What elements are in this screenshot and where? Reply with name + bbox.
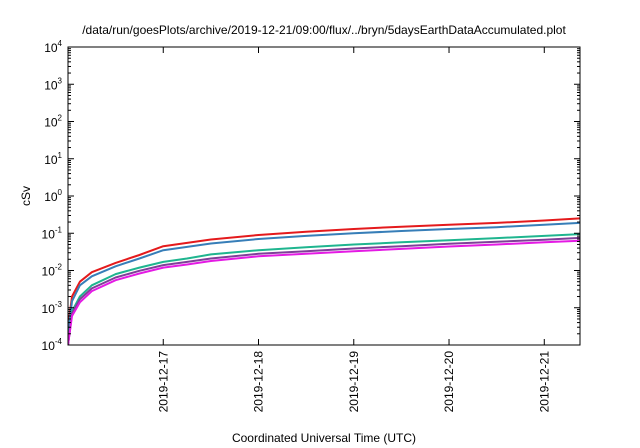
y-tick-exponent: 3 xyxy=(58,76,63,85)
series-line-2 xyxy=(68,221,580,334)
y-tick-exponent: 2 xyxy=(58,114,63,123)
y-tick-base: 10 xyxy=(44,41,58,55)
y-tick-exponent: -3 xyxy=(55,300,63,309)
y-tick-base: 10 xyxy=(42,302,56,316)
y-tick-label: 100 xyxy=(44,188,62,204)
y-tick-label: 10-1 xyxy=(42,225,63,241)
plot-frame xyxy=(67,46,581,346)
y-tick-label: 10-2 xyxy=(42,263,63,279)
y-tick-base: 10 xyxy=(44,153,58,167)
y-tick-exponent: 0 xyxy=(58,188,63,197)
x-tick-label: 2019-12-18 xyxy=(252,351,266,413)
y-tick-base: 10 xyxy=(42,339,56,353)
series-layer xyxy=(68,217,580,345)
y-tick-label: 104 xyxy=(44,39,62,55)
series-line-4 xyxy=(68,236,580,345)
x-tick-label: 2019-12-19 xyxy=(347,351,361,413)
y-tick-label: 102 xyxy=(44,114,62,130)
y-tick-base: 10 xyxy=(44,116,58,130)
x-axis: 2019-12-17 2019-12-18 2019-12-19 2019-12-20… xyxy=(156,47,551,412)
x-tick-label: 2019-12-21 xyxy=(537,351,551,413)
series-line-1 xyxy=(68,217,580,328)
chart-title: /data/run/goesPlots/archive/2019-12-21/0… xyxy=(82,23,566,37)
y-tick-label: 10-3 xyxy=(42,300,63,316)
y-tick-label: 101 xyxy=(44,151,62,167)
x-tick-label: 2019-12-20 xyxy=(442,351,456,413)
y-tick-exponent: -1 xyxy=(55,225,63,234)
y-tick-exponent: 1 xyxy=(58,151,63,160)
y-tick-base: 10 xyxy=(42,265,56,279)
y-tick-label: 103 xyxy=(44,76,62,92)
y-tick-base: 10 xyxy=(44,190,58,204)
x-tick-label: 2019-12-17 xyxy=(156,351,170,413)
y-axis-label: cSv xyxy=(19,186,33,206)
x-axis-label: Coordinated Universal Time (UTC) xyxy=(232,431,416,445)
y-tick-base: 10 xyxy=(42,227,56,241)
y-tick-exponent: -4 xyxy=(55,337,63,346)
series-line-3 xyxy=(68,233,580,345)
y-tick-label: 10-4 xyxy=(42,337,63,353)
y-tick-exponent: -2 xyxy=(55,263,63,272)
y-tick-base: 10 xyxy=(44,78,58,92)
y-tick-exponent: 4 xyxy=(58,39,63,48)
series-line-5 xyxy=(68,239,580,345)
